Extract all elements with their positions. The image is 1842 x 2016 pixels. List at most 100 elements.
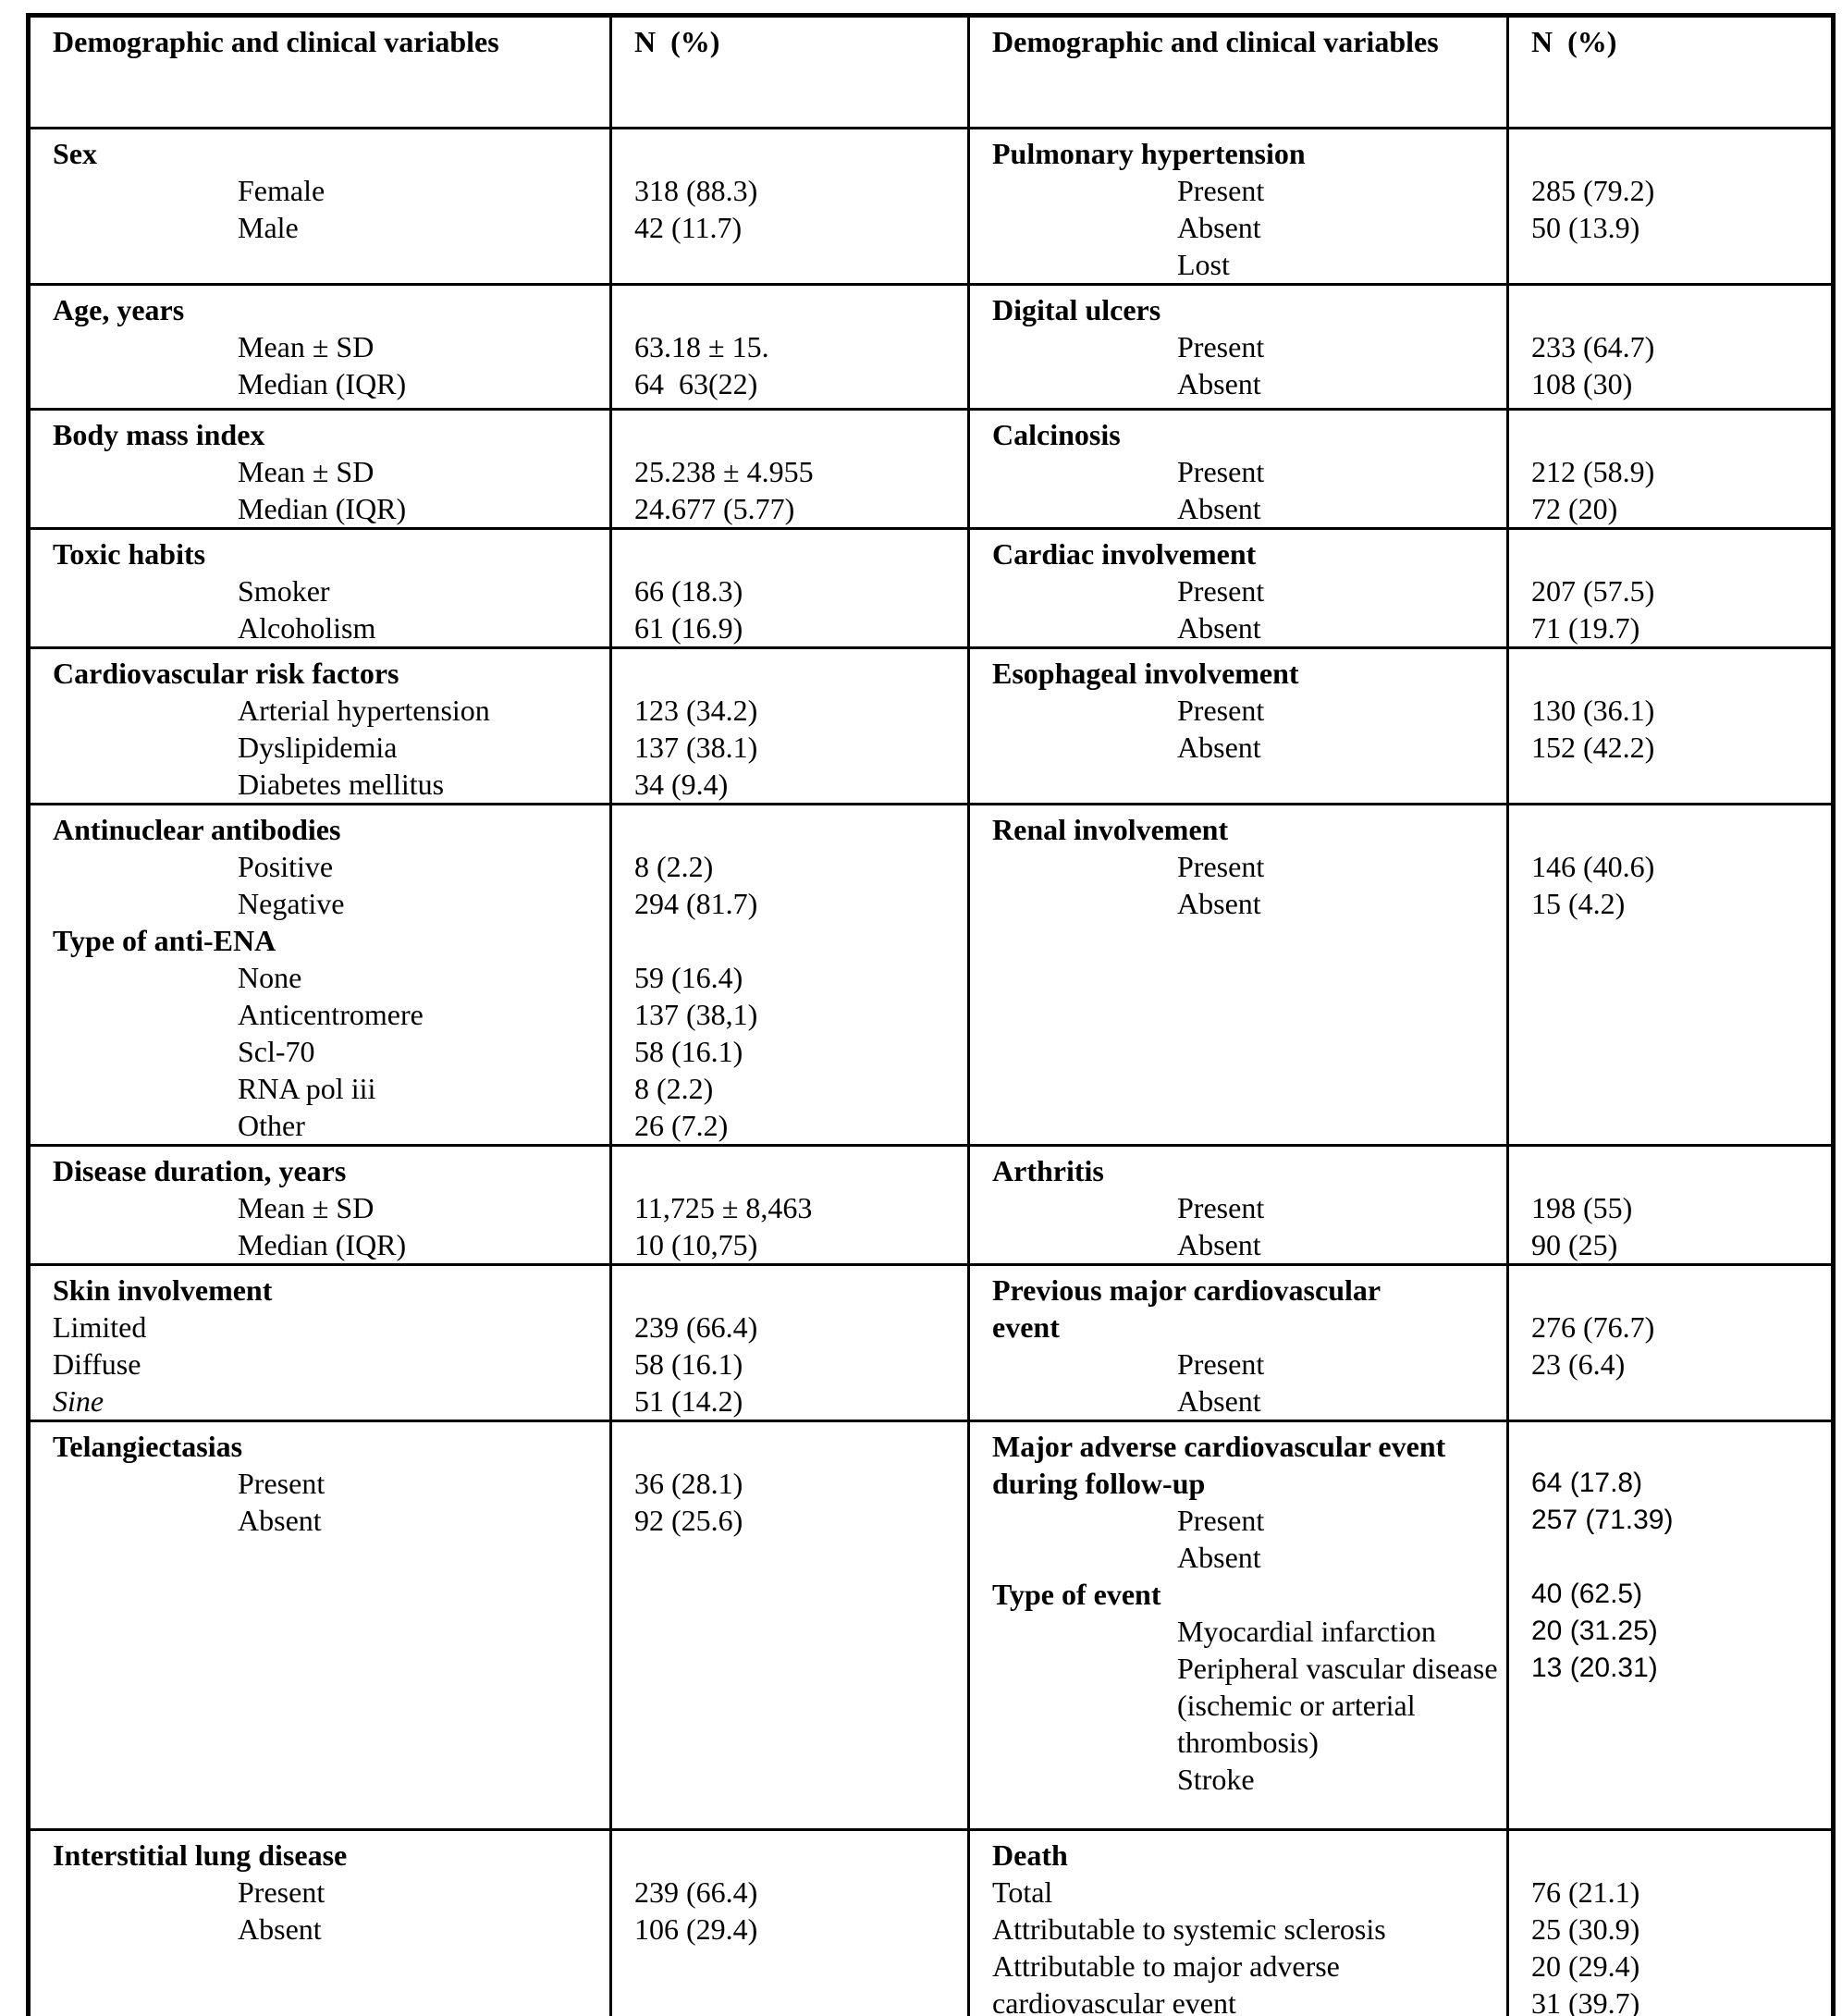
cell-line: 25.238 ± 4.955 [634,455,814,488]
cell-line: Present [1177,1191,1265,1224]
cell-line [634,535,960,572]
value-cell: 64 (17.8) 257 (71.39) 40 (62.5) 20 (31.25)… [1506,1420,1835,1831]
cell-line [634,811,960,848]
table-head: Demographic and clinical variables N (%) D… [27,14,1835,129]
cell-line: 276 (76.7) [1531,1310,1655,1344]
cell-line: 152 (42.2) [1531,731,1655,764]
cell-line: Male [238,211,299,244]
cell-line: Limited [53,1310,147,1344]
cell-line: 71 (19.7) [1531,611,1640,645]
cell-line: 10 (10,75) [634,1228,758,1261]
cell-line [1531,535,1824,572]
cell-line [634,135,960,172]
table-row: Antinuclear antibodies Positive Negative Ty… [27,803,1835,1147]
cell-line: 239 (66.4) [634,1310,758,1344]
variable-cell: Death Total Attributable to systemic scler… [967,1828,1509,2016]
cell-line: Toxic habits [53,537,206,571]
cell-line: Previous major cardiovascular [992,1273,1382,1307]
cell-line: Death [992,1838,1068,1872]
table-row: Toxic habits Smoker Alcoholism 66 (18.3) 61… [27,527,1835,649]
cell-line: Demographic and clinical variables [992,25,1439,58]
cell-line: Alcoholism [238,611,376,645]
cell-line: 239 (66.4) [634,1875,758,1909]
cell-line [1531,1539,1824,1576]
cell-line: Dyslipidemia [238,731,398,764]
cell-line [1531,1837,1824,1874]
cell-line: Median (IQR) [238,492,407,525]
cell-line: Absent [238,1912,322,1946]
cell-line: 61 (16.9) [634,611,743,645]
cell-line: Total [992,1875,1053,1909]
variable-cell: Sex Female Male [27,127,612,286]
variable-cell: Cardiovascular risk factors Arterial hype… [27,646,612,805]
cell-line: Sine [53,1384,104,1418]
cell-line: 233 (64.7) [1531,330,1655,363]
cell-line [1531,655,1824,692]
cell-line: Absent [1177,1384,1261,1418]
cell-line: Esophageal involvement [992,657,1299,690]
cell-line: Present [1177,850,1265,883]
cell-line: Lost [1177,248,1230,281]
cell-line: Mean ± SD [238,330,375,363]
cell-line: Present [1177,694,1265,727]
variable-cell: Calcinosis Present Absent [967,408,1509,530]
column-header: Demographic and clinical variables [967,14,1509,129]
cell-line: Sex [53,137,97,170]
cell-line: N (%) [634,25,720,58]
cell-line [1531,811,1824,848]
cell-line: RNA pol iii [238,1072,376,1105]
cell-line: 51 (14.2) [634,1384,743,1418]
cell-line: Absent [1177,492,1261,525]
cell-line: 63.18 ± 15. [634,330,769,363]
cell-line: 58 (16.1) [634,1035,743,1068]
cell-line: Absent [1177,731,1261,764]
cell-line: 64 (17.8) [1531,1468,1643,1498]
cell-line: Digital ulcers [992,293,1161,326]
value-cell: 63.18 ± 15. 64 63(22) [609,283,970,411]
value-cell: 8 (2.2) 294 (81.7) 59 (16.4) 137 (38,1) 58 … [609,803,970,1147]
cell-line: Absent [1177,367,1261,400]
cell-line: 8 (2.2) [634,1072,714,1105]
cell-line: None [238,961,302,994]
cell-line: Stroke [1177,1763,1255,1796]
value-cell: 36 (28.1) 92 (25.6) [609,1420,970,1831]
cell-line: Body mass index [53,418,265,451]
cell-line: thrombosis) [1177,1726,1319,1759]
value-cell: 207 (57.5) 71 (19.7) [1506,527,1835,649]
cell-line: Type of anti-ENA [53,924,276,957]
variable-cell: Interstitial lung disease Present Absent [27,1828,612,2016]
cell-line: 25 (30.9) [1531,1912,1640,1946]
cell-line: Arterial hypertension [238,694,490,727]
cell-line: Smoker [238,574,330,608]
cell-line: 26 (7.2) [634,1109,729,1142]
variable-cell: Arthritis Present Absent [967,1144,1509,1266]
cell-line: 108 (30) [1531,367,1633,400]
cell-line: Present [1177,574,1265,608]
variable-cell: Disease duration, years Mean ± SD Median (… [27,1144,612,1266]
value-cell: 239 (66.4) 106 (29.4) [609,1828,970,2016]
variable-cell: Toxic habits Smoker Alcoholism [27,527,612,649]
cell-line: 92 (25.6) [634,1504,743,1537]
cell-line: event [992,1310,1060,1344]
cell-line: 36 (28.1) [634,1467,743,1500]
table-row: Sex Female Male 318 (88.3) 42 (11.7) Pulmona… [27,127,1835,286]
cell-line: Other [238,1109,305,1142]
cell-line: Absent [1177,211,1261,244]
value-cell: 11,725 ± 8,463 10 (10,75) [609,1144,970,1266]
cell-line: Median (IQR) [238,367,407,400]
cell-line: 294 (81.7) [634,887,758,920]
value-cell: 239 (66.4) 58 (16.1) 51 (14.2) [609,1263,970,1422]
cell-line: Peripheral vascular disease [1177,1652,1498,1685]
variable-cell: Age, years Mean ± SD Median (IQR) [27,283,612,411]
table-row: Skin involvement Limited Diffuse Sine 239 (… [27,1263,1835,1422]
table-row: Age, years Mean ± SD Median (IQR) 63.18 ± … [27,283,1835,411]
cell-line: Diffuse [53,1347,141,1381]
cell-line: Negative [238,887,345,920]
cell-line: Telangiectasias [53,1430,243,1463]
variable-cell: Telangiectasias Present Absent [27,1420,612,1831]
cell-line: Absent [1177,1541,1261,1574]
cell-line [1531,1272,1824,1309]
cell-line: Calcinosis [992,418,1121,451]
cell-line: Mean ± SD [238,455,375,488]
cell-line: 212 (58.9) [1531,455,1655,488]
